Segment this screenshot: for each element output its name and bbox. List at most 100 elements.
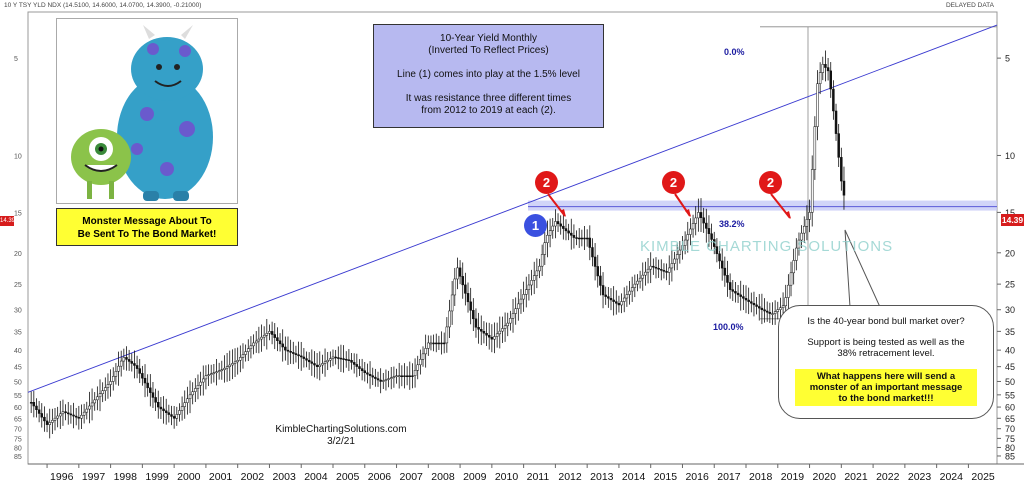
resistance-arrowhead bbox=[785, 211, 791, 219]
x-tick-label: 2011 bbox=[527, 471, 550, 483]
info-box: 10-Year Yield Monthly (Inverted To Refle… bbox=[373, 24, 604, 128]
candle-body bbox=[450, 294, 454, 312]
candle-body bbox=[461, 276, 464, 286]
candle-body bbox=[469, 301, 472, 311]
candle-body bbox=[424, 348, 427, 355]
candle-body bbox=[247, 348, 250, 352]
candle-body bbox=[673, 258, 676, 264]
x-tick-label: 2002 bbox=[241, 471, 265, 483]
candle-body bbox=[104, 387, 107, 391]
y-tick-label-right: 15 bbox=[1005, 208, 1015, 218]
candle-body bbox=[546, 234, 549, 243]
candle-body bbox=[442, 342, 446, 345]
candle-body bbox=[665, 271, 668, 273]
candle-body bbox=[220, 369, 224, 372]
monster-caption-line2: Be Sent To The Bond Market! bbox=[77, 229, 217, 240]
candle-body bbox=[710, 233, 713, 240]
candle-body bbox=[98, 393, 102, 398]
candle-body bbox=[750, 301, 753, 304]
candle-body bbox=[183, 402, 186, 407]
y-tick-label-right: 45 bbox=[1005, 362, 1015, 372]
candle-body bbox=[191, 391, 194, 396]
y-tick-label-left: 25 bbox=[14, 282, 22, 289]
y-tick-label-right: 25 bbox=[1005, 280, 1015, 290]
candle-body bbox=[64, 411, 67, 414]
callout-highlight-1: What happens here will send a bbox=[816, 371, 956, 382]
candle-body bbox=[69, 413, 73, 416]
candle-body bbox=[101, 390, 104, 394]
candle-body bbox=[337, 357, 340, 359]
candle-body bbox=[405, 375, 409, 377]
candle-body bbox=[432, 342, 435, 345]
candle-body bbox=[389, 377, 393, 379]
candle-body bbox=[400, 375, 404, 377]
candle-body bbox=[638, 277, 642, 282]
candle-body bbox=[797, 239, 801, 249]
y-tick-label-right: 10 bbox=[1005, 151, 1015, 161]
y-tick-label-left: 50 bbox=[14, 379, 22, 386]
candle-body bbox=[360, 368, 364, 371]
candle-body bbox=[779, 307, 782, 310]
candle-body bbox=[588, 237, 592, 248]
candle-body bbox=[609, 298, 613, 301]
candle-body bbox=[601, 285, 605, 296]
candle-body bbox=[40, 413, 44, 418]
candle-body bbox=[453, 278, 457, 296]
candle-body bbox=[667, 267, 671, 273]
candle-body bbox=[170, 414, 173, 417]
candle-body bbox=[149, 387, 152, 393]
callout-highlight-2: monster of an important message bbox=[809, 382, 963, 393]
candle-body bbox=[591, 247, 594, 258]
y-tick-label-left: 20 bbox=[14, 251, 22, 258]
y-tick-label-right: 50 bbox=[1005, 377, 1015, 387]
candle-body bbox=[712, 239, 716, 247]
line-badge-1: 1 bbox=[524, 214, 547, 237]
candle-body bbox=[771, 313, 774, 315]
candle-body bbox=[747, 299, 750, 302]
candle-body bbox=[130, 361, 134, 364]
candle-body bbox=[429, 342, 433, 345]
y-tick-label-left: 60 bbox=[14, 405, 22, 412]
candle-body bbox=[760, 307, 764, 310]
candle-body bbox=[728, 282, 732, 290]
candle-body bbox=[776, 309, 780, 312]
candle-body bbox=[800, 232, 803, 241]
candle-body bbox=[718, 253, 721, 262]
info-line2: It was resistance three different times bbox=[405, 93, 572, 104]
candle-body bbox=[112, 376, 115, 382]
callout-highlight: What happens here will send a monster of… bbox=[795, 369, 977, 406]
candle-body bbox=[61, 411, 65, 415]
candle-body bbox=[265, 333, 269, 336]
candle-body bbox=[816, 83, 819, 127]
x-tick-label: 2023 bbox=[908, 471, 932, 483]
candle-body bbox=[705, 222, 708, 229]
fib-label-0: 0.0% bbox=[724, 47, 745, 57]
candle-body bbox=[374, 376, 377, 379]
candle-body bbox=[344, 358, 348, 361]
candle-body bbox=[755, 304, 758, 307]
x-tick-label: 1998 bbox=[114, 471, 138, 483]
candle-body bbox=[474, 318, 478, 328]
candle-body bbox=[607, 296, 610, 299]
candle-body bbox=[596, 266, 600, 277]
candle-body bbox=[350, 360, 353, 363]
x-tick-label: 1997 bbox=[82, 471, 106, 483]
candle-body bbox=[734, 291, 737, 294]
candle-body bbox=[207, 374, 210, 376]
candle-body bbox=[575, 237, 578, 239]
candle-body bbox=[781, 305, 785, 308]
callout-support-2: 38% retracement level. bbox=[837, 348, 935, 359]
x-tick-label: 2015 bbox=[654, 471, 678, 483]
candle-body bbox=[202, 378, 205, 383]
candle-body bbox=[358, 366, 361, 369]
candle-body bbox=[818, 72, 822, 84]
resistance-arrowhead bbox=[685, 209, 691, 217]
candle-body bbox=[186, 398, 189, 403]
candle-body bbox=[260, 336, 263, 340]
info-title: 10-Year Yield Monthly bbox=[440, 33, 537, 44]
candle-body bbox=[289, 351, 292, 353]
y-tick-label-left: 40 bbox=[14, 348, 22, 355]
candle-body bbox=[615, 301, 618, 304]
resistance-line bbox=[27, 24, 998, 393]
y-tick-label-right: 70 bbox=[1005, 424, 1015, 434]
